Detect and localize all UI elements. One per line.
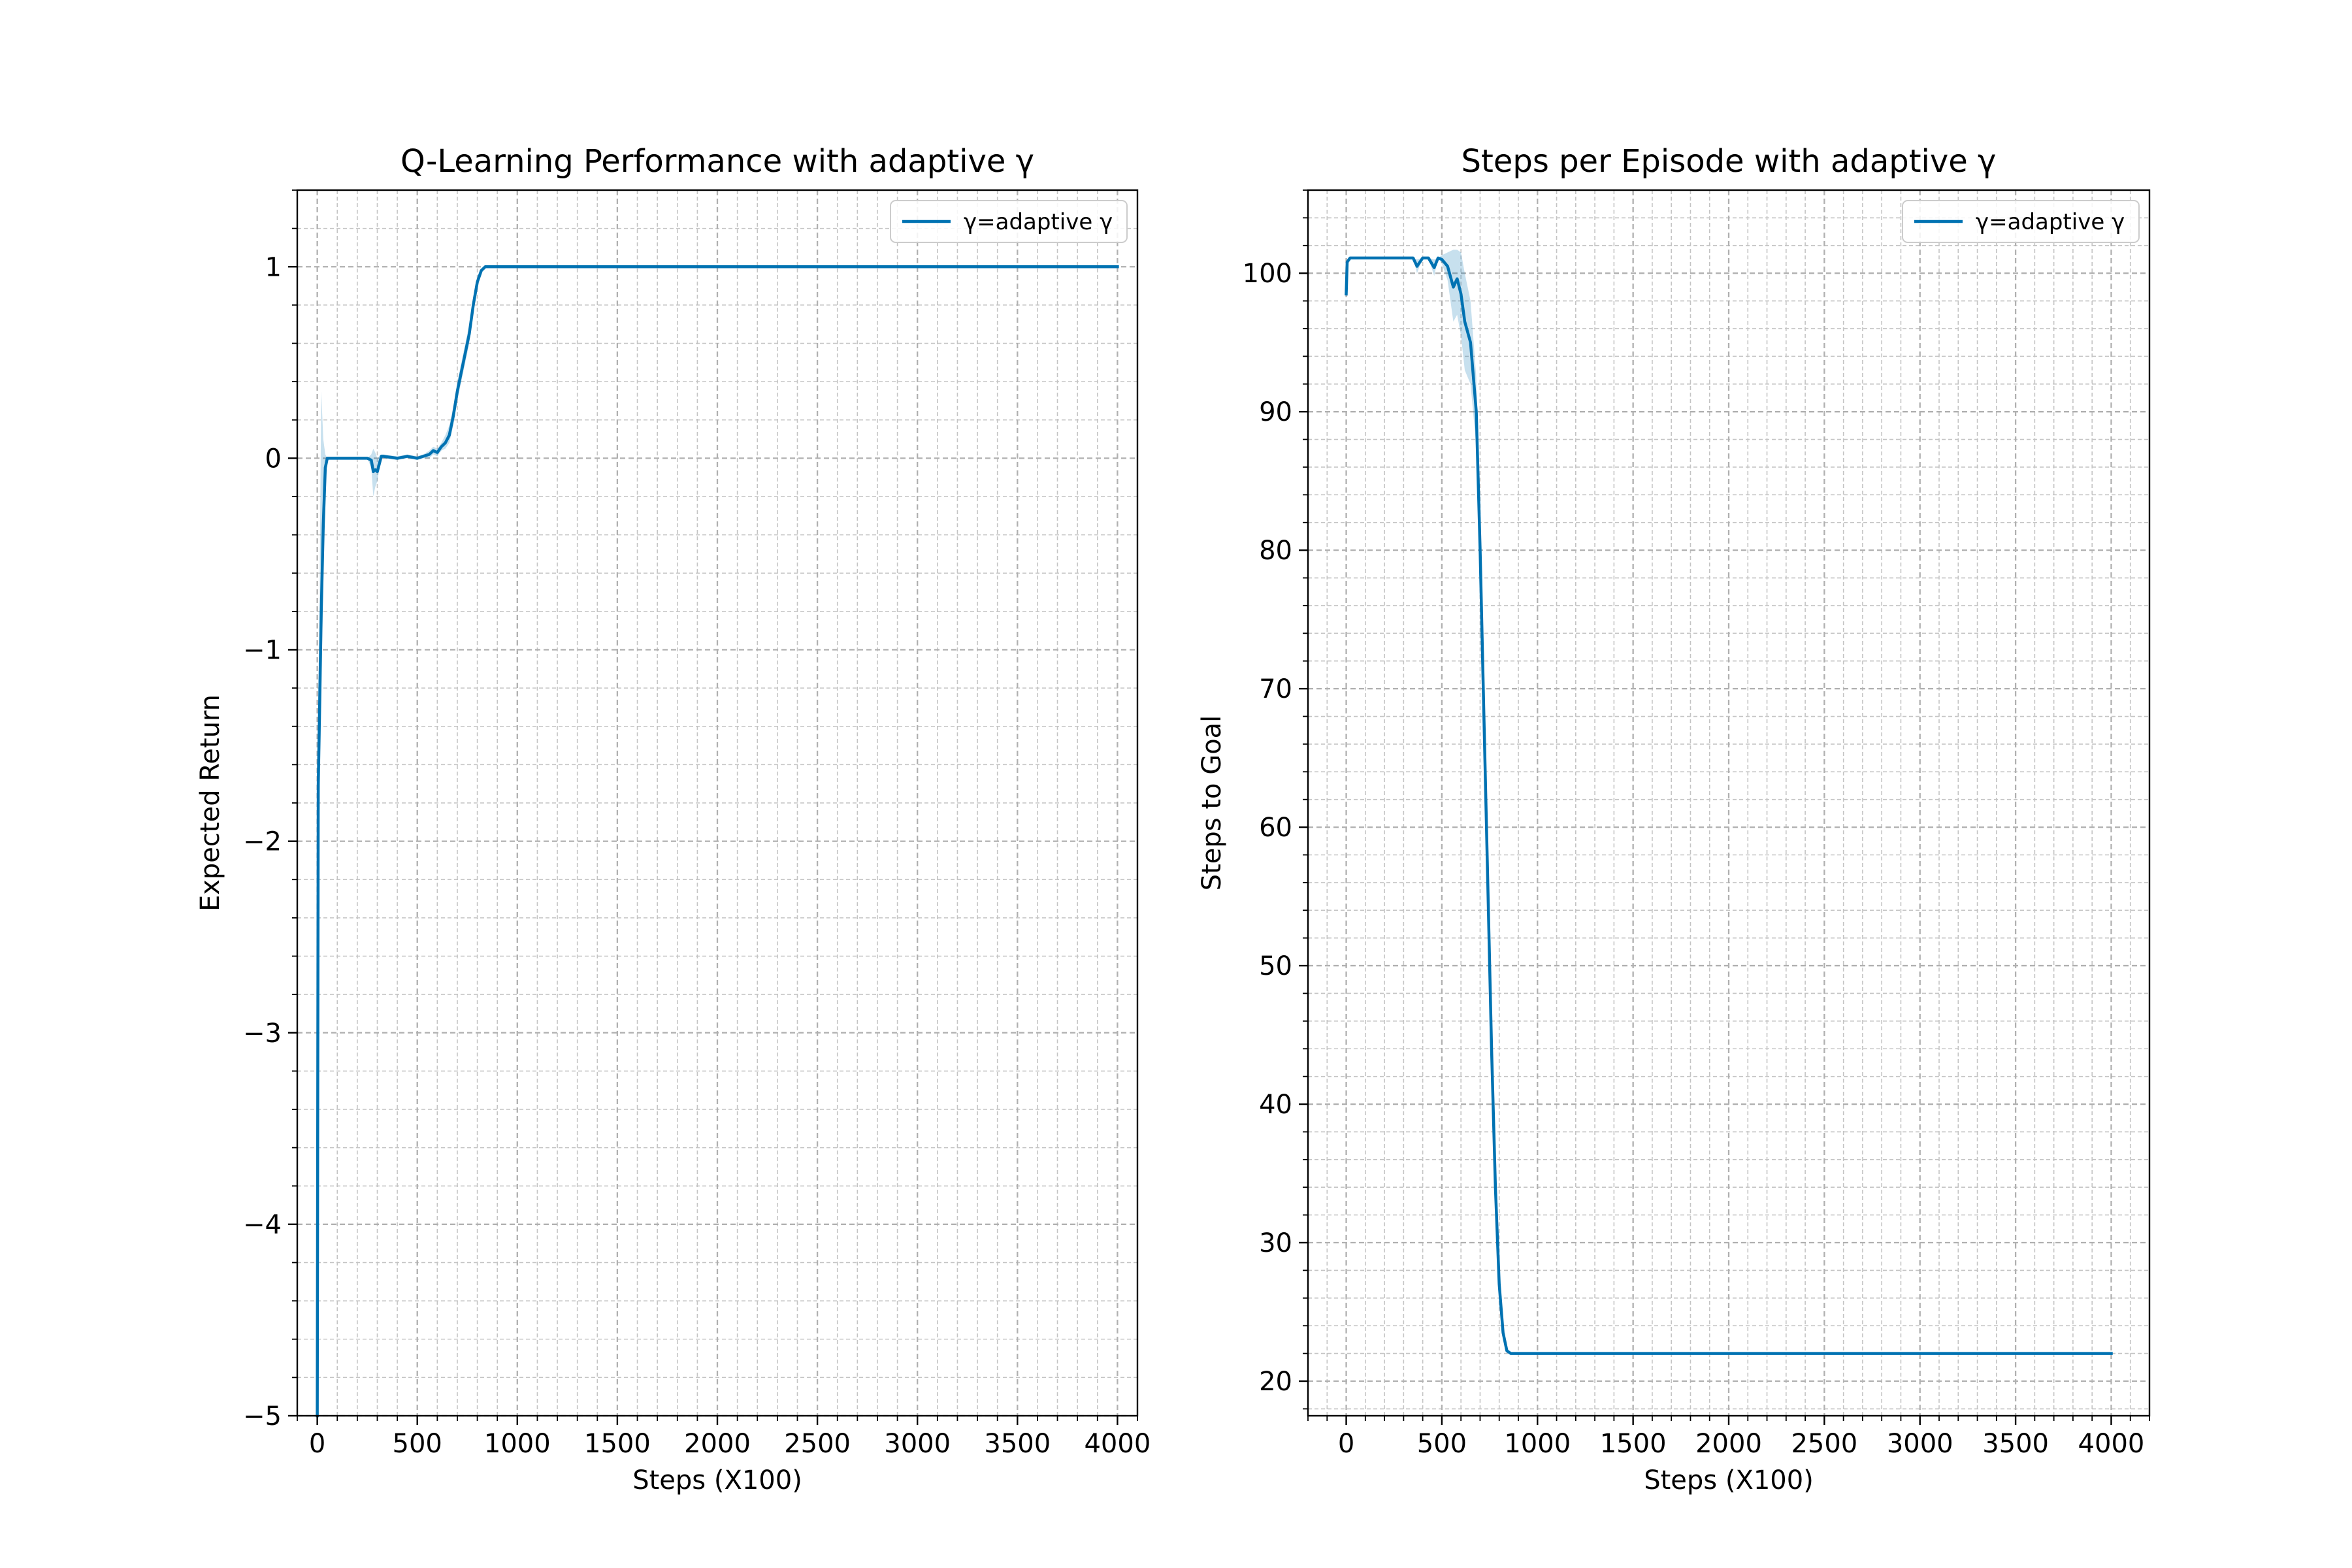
y-tick-label: 80 bbox=[1259, 536, 1292, 566]
x-tick-label: 1500 bbox=[1600, 1429, 1667, 1459]
x-tick-label: 4000 bbox=[2078, 1429, 2145, 1459]
legend-box bbox=[890, 200, 1128, 243]
x-tick-label: 1000 bbox=[1504, 1429, 1571, 1459]
y-tick-label: −4 bbox=[243, 1210, 282, 1240]
chart-title: Steps per Episode with adaptive γ bbox=[1462, 143, 1997, 180]
y-tick-label: 0 bbox=[265, 444, 282, 474]
x-tick-label: 3500 bbox=[984, 1429, 1051, 1459]
x-tick-label: 2500 bbox=[1791, 1429, 1857, 1459]
y-tick-label: −5 bbox=[243, 1401, 282, 1431]
x-axis-label: Steps (X100) bbox=[1644, 1465, 1814, 1495]
x-tick-label: 4000 bbox=[1084, 1429, 1151, 1459]
x-tick-label: 3000 bbox=[884, 1429, 951, 1459]
x-tick-label: 2000 bbox=[1695, 1429, 1762, 1459]
y-tick-label: 40 bbox=[1259, 1090, 1292, 1120]
y-tick-label: 30 bbox=[1259, 1228, 1292, 1258]
x-tick-label: 0 bbox=[309, 1429, 325, 1459]
y-tick-label: 60 bbox=[1259, 813, 1292, 843]
x-tick-label: 2000 bbox=[684, 1429, 751, 1459]
y-tick-label: 90 bbox=[1259, 397, 1292, 427]
x-tick-label: 500 bbox=[393, 1429, 442, 1459]
y-axis-label: Steps to Goal bbox=[1197, 715, 1227, 891]
x-tick-label: 1500 bbox=[584, 1429, 651, 1459]
y-tick-label: 20 bbox=[1259, 1367, 1292, 1397]
y-axis-label: Expected Return bbox=[195, 694, 225, 911]
y-tick-label: −2 bbox=[243, 827, 282, 857]
series-line bbox=[1345, 256, 2113, 1355]
y-tick-label: 70 bbox=[1259, 674, 1292, 704]
y-tick-label: 50 bbox=[1259, 951, 1292, 981]
x-tick-label: 2500 bbox=[784, 1429, 851, 1459]
x-tick-label: 0 bbox=[1338, 1429, 1354, 1459]
chart-panel-2: 0 500 1000 1500 2000 2500 3000 3500 4000 20 30 40 50… bbox=[1197, 143, 2151, 1495]
x-tick-label: 3500 bbox=[1982, 1429, 2049, 1459]
y-tick-label: 1 bbox=[265, 252, 282, 282]
x-tick-label: 1000 bbox=[484, 1429, 551, 1459]
y-tick-label: 100 bbox=[1243, 259, 1292, 289]
x-tick-label: 3000 bbox=[1887, 1429, 1953, 1459]
series-line bbox=[316, 265, 1119, 1418]
chart-title: Q-Learning Performance with adaptive γ bbox=[400, 143, 1034, 180]
chart-panel-1: 0 500 1000 1500 2000 2500 3000 3500 4000 −5 −4 −3 −2… bbox=[195, 143, 1151, 1495]
legend: γ=adaptive γ bbox=[1902, 200, 2140, 243]
minor-grid bbox=[297, 189, 1138, 1416]
x-axis-label: Steps (X100) bbox=[632, 1465, 802, 1495]
legend-box bbox=[1902, 200, 2140, 243]
major-grid bbox=[1308, 190, 2149, 1416]
legend: γ=adaptive γ bbox=[890, 200, 1128, 243]
y-tick-label: −3 bbox=[243, 1019, 282, 1049]
legend-label: γ=adaptive γ bbox=[964, 209, 1113, 235]
legend-label: γ=adaptive γ bbox=[1976, 209, 2125, 235]
y-tick-label: −1 bbox=[243, 636, 282, 666]
x-tick-label: 500 bbox=[1417, 1429, 1467, 1459]
